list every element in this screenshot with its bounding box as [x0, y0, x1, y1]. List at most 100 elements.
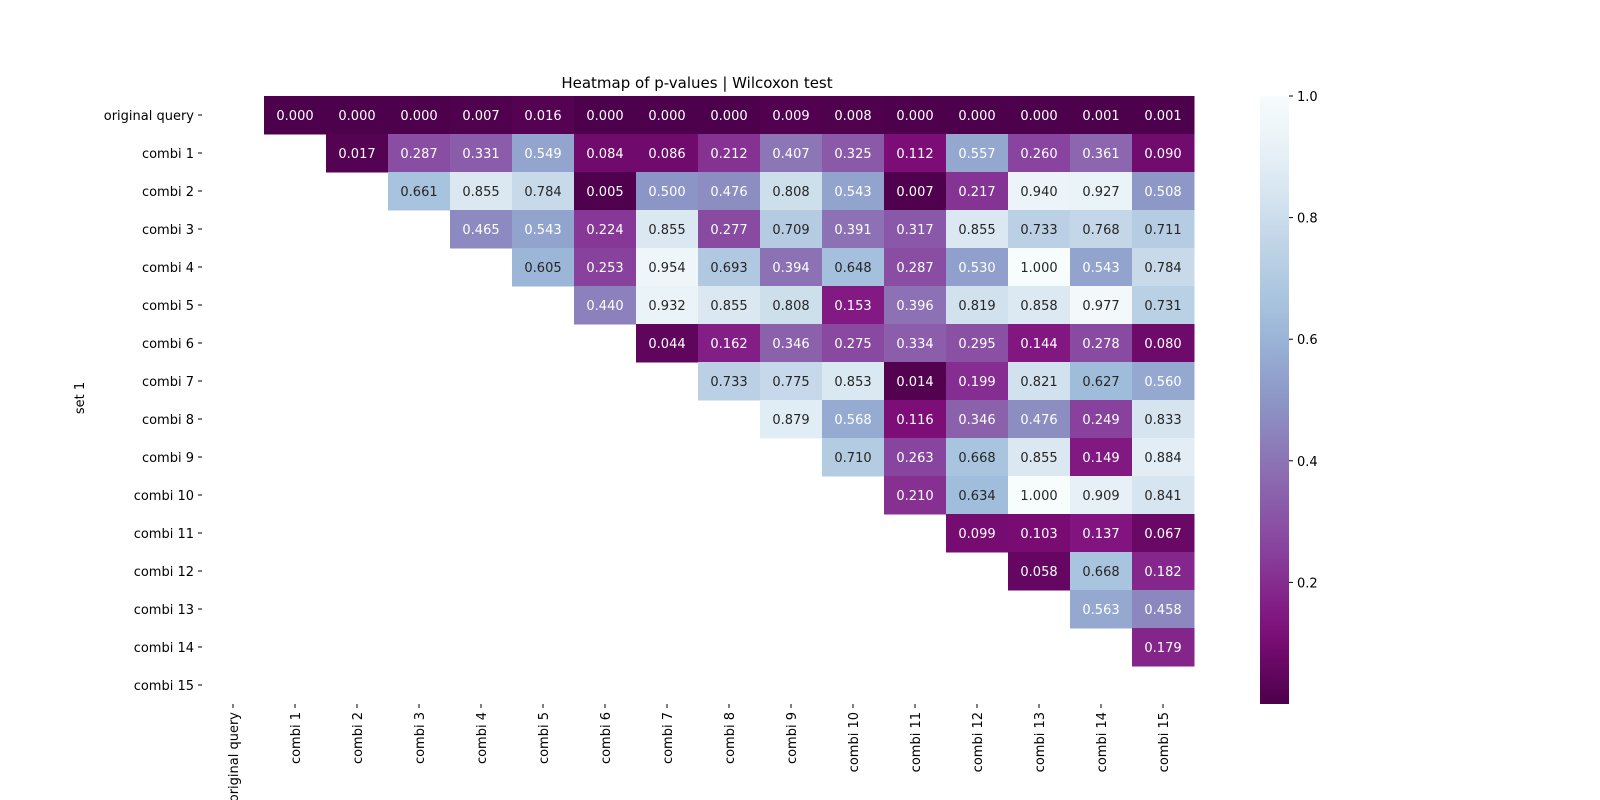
cell-value-label: 0.224 [586, 223, 623, 238]
cell-value-label: 0.361 [1082, 147, 1119, 162]
cell-value-label: 0.458 [1144, 603, 1181, 618]
heatmap-cell [946, 286, 1009, 325]
heatmap-cell [822, 362, 885, 401]
heatmap-cell [450, 134, 513, 173]
heatmap-cell [1070, 476, 1133, 515]
cell-value-label: 0.508 [1144, 185, 1181, 200]
colorbar-tick-label: 1.0 [1297, 90, 1318, 105]
cell-value-label: 0.808 [772, 299, 809, 314]
y-axis-label: set 1 [73, 382, 88, 414]
cell-value-label: 0.212 [710, 147, 747, 162]
heatmap-cell [636, 96, 699, 135]
cell-value-label: 0.162 [710, 337, 747, 352]
column-tick-label: combi 13 [1033, 712, 1048, 772]
heatmap-cell [822, 248, 885, 287]
cell-value-label: 0.153 [834, 299, 871, 314]
heatmap-cell [574, 248, 637, 287]
cell-value-label: 0.775 [772, 375, 809, 390]
cell-value-label: 0.008 [834, 109, 871, 124]
heatmap-cell [760, 172, 823, 211]
cell-value-label: 0.058 [1020, 565, 1057, 580]
heatmap-cell [698, 96, 761, 135]
colorbar-tick-label: 0.8 [1297, 212, 1318, 227]
heatmap-cell [822, 324, 885, 363]
heatmap-cell [1132, 476, 1195, 515]
heatmap-cell [698, 248, 761, 287]
cell-value-label: 0.144 [1020, 337, 1057, 352]
heatmap-cell [884, 438, 947, 477]
cell-value-label: 0.000 [896, 109, 933, 124]
heatmap-cell [450, 96, 513, 135]
heatmap-cell [760, 362, 823, 401]
row-tick-label: original query [104, 109, 195, 124]
heatmap-cell [636, 286, 699, 325]
cell-value-label: 0.648 [834, 261, 871, 276]
column-tick-labels: original query combi 1 combi 2 combi 3 combi… [227, 704, 1172, 800]
heatmap-cell [946, 400, 1009, 439]
heatmap-cell [822, 134, 885, 173]
heatmap-cell [264, 96, 327, 135]
cell-value-label: 0.346 [772, 337, 809, 352]
row-tick-label: combi 9 [142, 451, 194, 466]
column-tick-label: combi 1 [289, 712, 304, 764]
cell-value-label: 0.084 [586, 147, 623, 162]
heatmap-cell [760, 96, 823, 135]
heatmap-cell [636, 324, 699, 363]
cell-value-label: 0.295 [958, 337, 995, 352]
heatmap-cell [946, 324, 1009, 363]
heatmap-cell [1008, 96, 1071, 135]
cell-value-label: 0.560 [1144, 375, 1181, 390]
heatmap-cell [946, 172, 1009, 211]
heatmap-cell [636, 210, 699, 249]
cell-value-label: 0.855 [1020, 451, 1057, 466]
cell-value-label: 0.067 [1144, 527, 1181, 542]
column-tick-label: combi 2 [351, 712, 366, 764]
cell-value-label: 0.103 [1020, 527, 1057, 542]
heatmap-cell [1132, 248, 1195, 287]
heatmap-cell [1070, 324, 1133, 363]
cell-value-label: 0.007 [462, 109, 499, 124]
column-tick-label: combi 4 [475, 712, 490, 764]
cell-value-label: 0.005 [586, 185, 623, 200]
heatmap-cell [698, 134, 761, 173]
heatmap-cell [1008, 172, 1071, 211]
heatmap-cell [1132, 210, 1195, 249]
cell-value-label: 0.000 [276, 109, 313, 124]
heatmap-cell [760, 286, 823, 325]
heatmap-cell [1008, 324, 1071, 363]
cell-value-label: 0.277 [710, 223, 747, 238]
heatmap-cell [884, 172, 947, 211]
cell-value-label: 0.476 [710, 185, 747, 200]
cell-value-label: 0.278 [1082, 337, 1119, 352]
cell-value-label: 0.179 [1144, 641, 1181, 656]
cell-value-label: 0.784 [524, 185, 561, 200]
heatmap-cell [574, 96, 637, 135]
cell-value-label: 0.014 [896, 375, 933, 390]
colorbar: 0.2 0.4 0.6 0.8 1.0 [1260, 90, 1318, 704]
cell-value-label: 0.149 [1082, 451, 1119, 466]
heatmap-cell [760, 400, 823, 439]
heatmap-cell [946, 96, 1009, 135]
heatmap-cell [884, 248, 947, 287]
heatmap-cell [1008, 476, 1071, 515]
cell-value-label: 0.833 [1144, 413, 1181, 428]
cell-value-label: 0.855 [462, 185, 499, 200]
heatmap-cell [326, 96, 389, 135]
cell-value-label: 0.112 [896, 147, 933, 162]
cell-value-label: 0.396 [896, 299, 933, 314]
row-tick-label: combi 7 [142, 375, 194, 390]
column-tick-label: combi 14 [1095, 712, 1110, 772]
cell-value-label: 0.217 [958, 185, 995, 200]
heatmap-cell [822, 210, 885, 249]
cell-value-label: 0.932 [648, 299, 685, 314]
heatmap-cell [884, 286, 947, 325]
row-tick-label: combi 12 [134, 565, 194, 580]
heatmap-cell [574, 172, 637, 211]
column-tick-label: combi 9 [785, 712, 800, 764]
heatmap-cells: 0.000 0.000 0.000 0.007 0.016 0.000 0.000 0.000… [264, 96, 1195, 667]
row-tick-label: combi 10 [134, 489, 194, 504]
row-tick-label: combi 5 [142, 299, 194, 314]
heatmap-cell [1008, 210, 1071, 249]
row-tick-label: combi 13 [134, 603, 194, 618]
heatmap-cell [822, 286, 885, 325]
